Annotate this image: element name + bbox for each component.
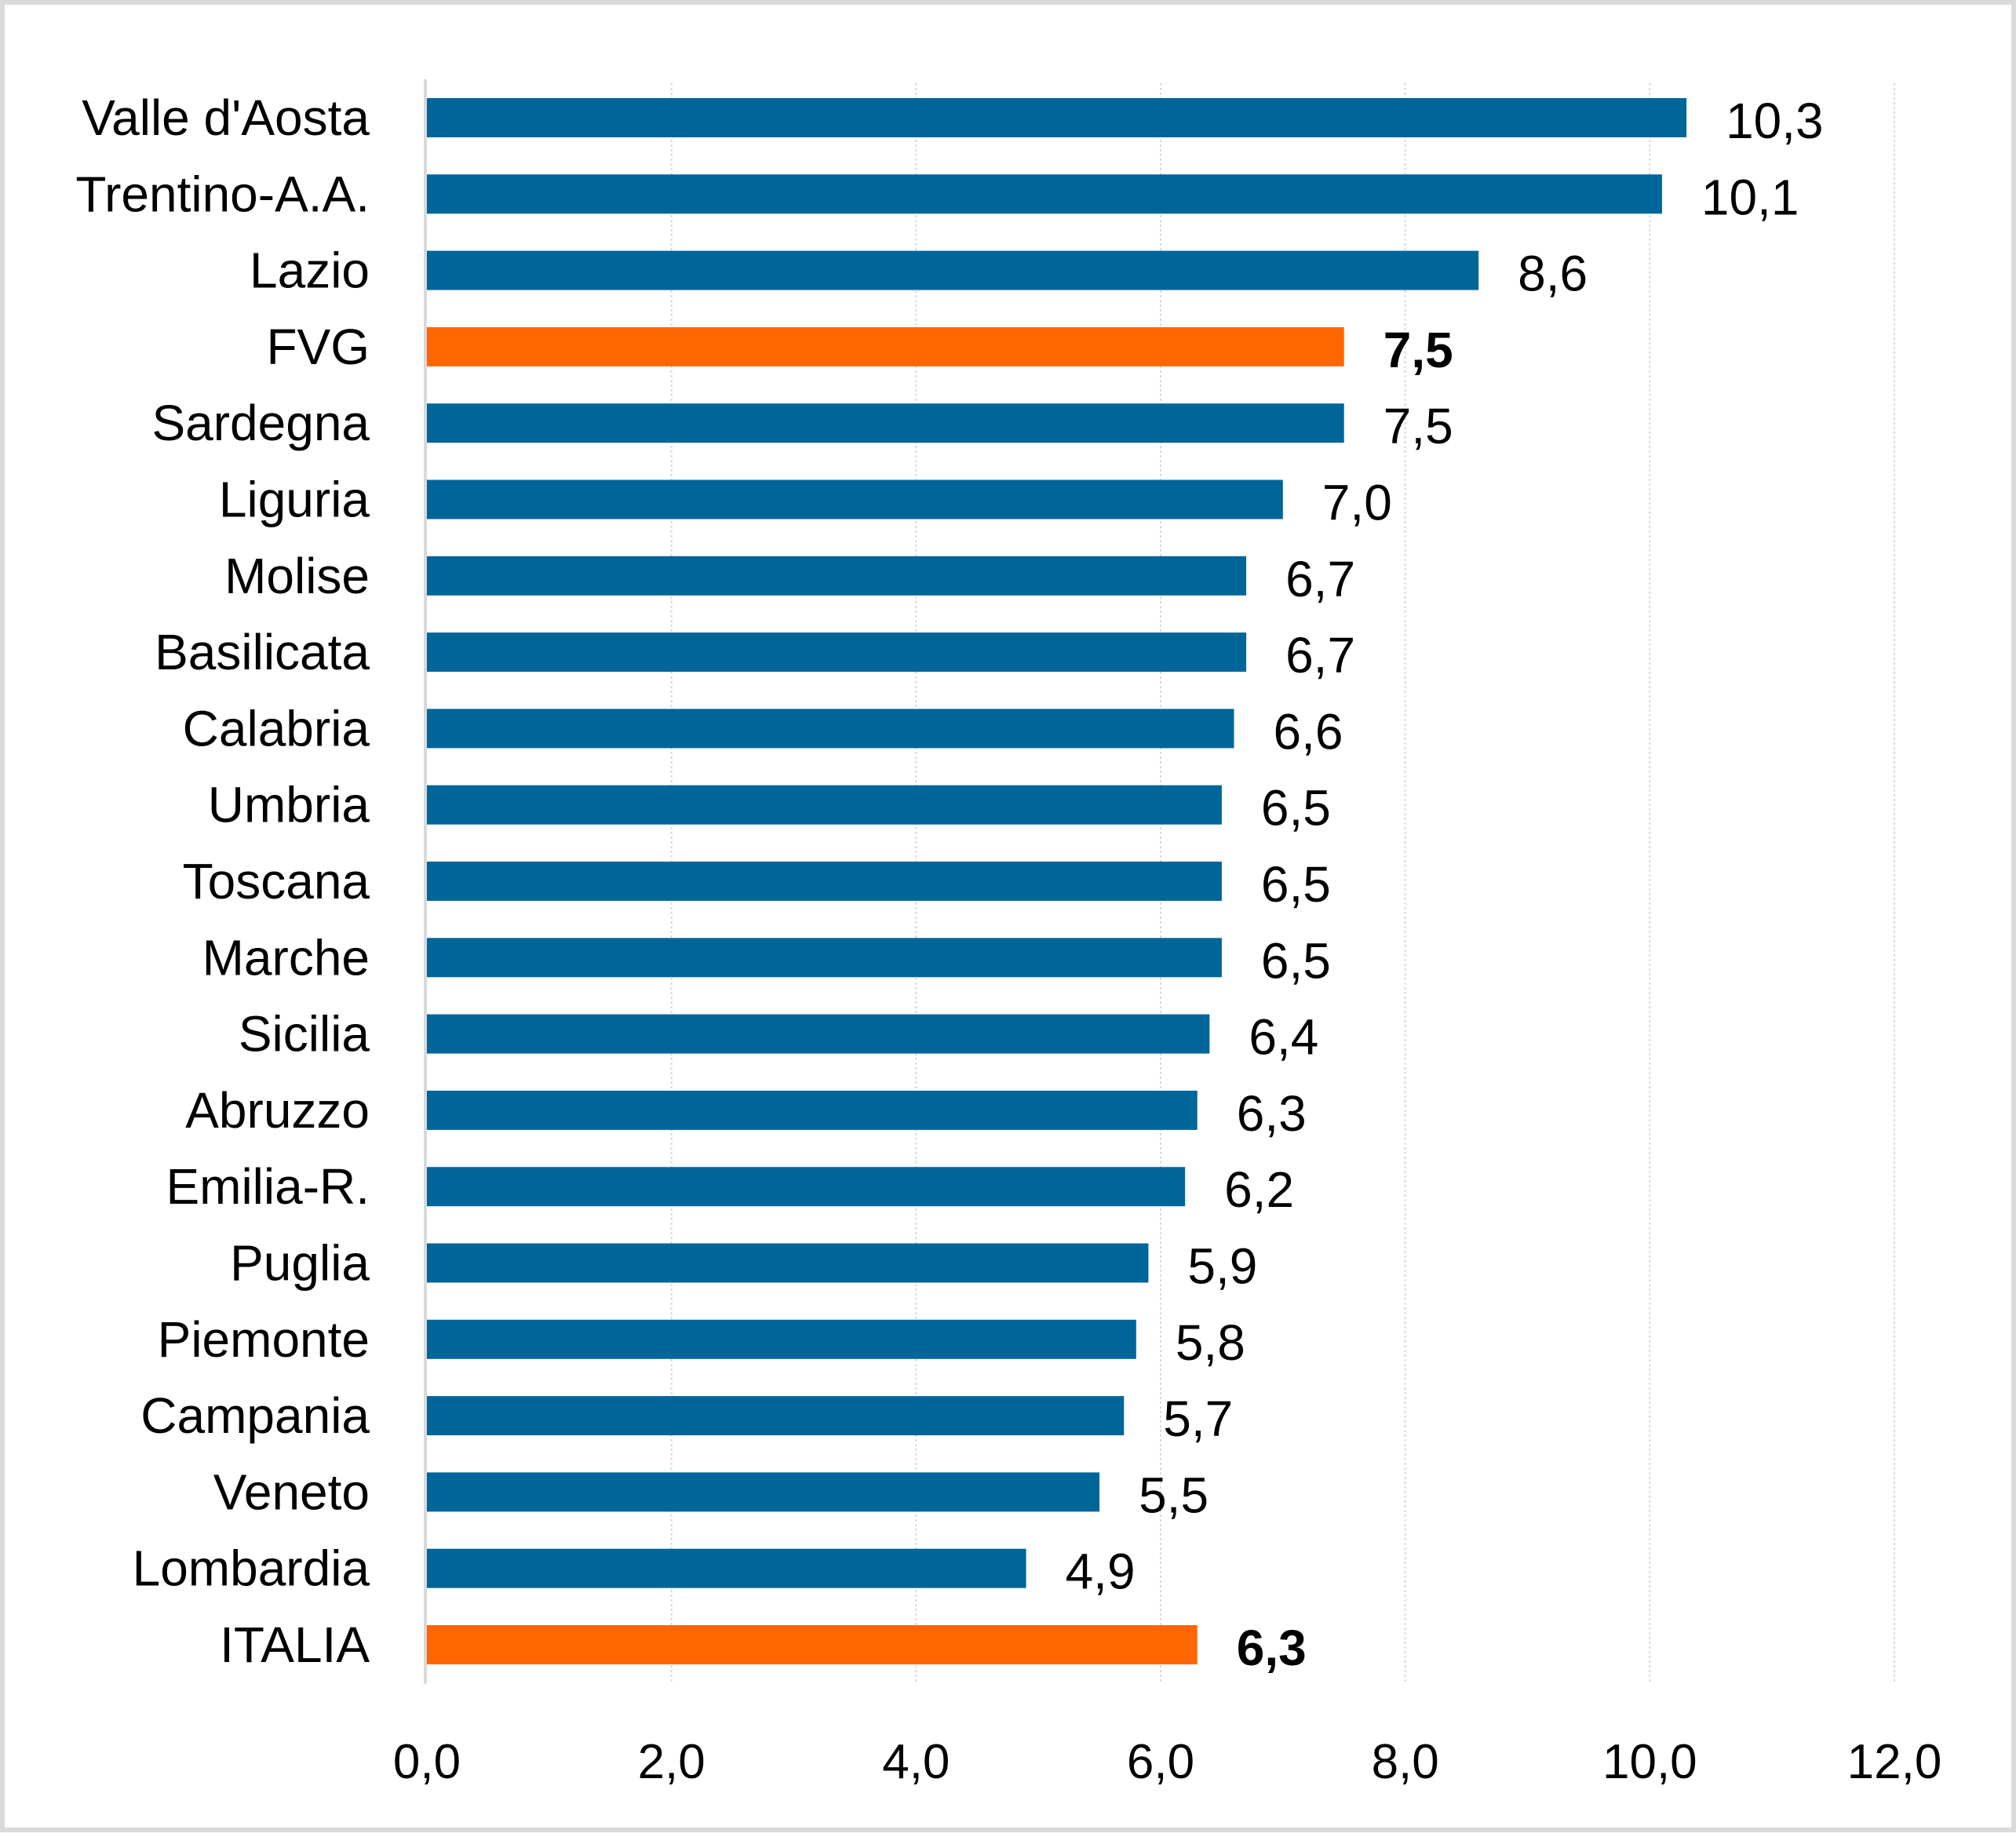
bar: [427, 1014, 1210, 1054]
category-label: Umbria: [208, 777, 370, 833]
category-label: Puglia: [230, 1235, 370, 1292]
bar: [427, 403, 1344, 443]
category-label: Toscana: [183, 853, 370, 909]
category-label: Molise: [224, 548, 370, 604]
bar: [427, 326, 1344, 366]
bars: [427, 98, 1687, 1664]
category-label: Emilia-R.: [166, 1158, 370, 1215]
x-tick-label: 0,0: [393, 1735, 461, 1789]
value-labels: 10,3 10,1 8,6 7,5 7,5 7,0 6,7 6,7 6,6 6,5 6,5 6,5 6,…: [1066, 93, 1824, 1676]
bar: [427, 938, 1222, 978]
bar: [427, 1090, 1198, 1130]
x-tick-label: 8,0: [1372, 1735, 1439, 1789]
bar: [427, 250, 1479, 290]
x-tick-labels: 0,0 2,0 4,0 6,0 8,0 10,0 12,0: [393, 1735, 1941, 1789]
value-label: 6,3: [1237, 1085, 1307, 1142]
category-labels: Valle d'Aosta Trentino-A.A. Lazio FVG Sardeg…: [75, 89, 370, 1673]
bar: [427, 556, 1247, 596]
value-label: 7,0: [1322, 475, 1392, 531]
category-label: Lazio: [250, 242, 370, 299]
value-label: 4,9: [1066, 1544, 1136, 1600]
bar: [427, 1625, 1198, 1664]
value-label: 8,6: [1518, 246, 1588, 302]
category-label: Abruzzo: [185, 1082, 370, 1139]
bar: [427, 1243, 1149, 1283]
bar: [427, 98, 1687, 137]
value-label: 5,9: [1187, 1238, 1257, 1295]
bar: [427, 1396, 1125, 1436]
value-label: 6,5: [1261, 932, 1331, 989]
x-tick-label: 12,0: [1847, 1735, 1942, 1789]
x-tick-label: 2,0: [638, 1735, 705, 1789]
value-label: 6,5: [1261, 856, 1331, 913]
category-label: Basilicata: [155, 624, 370, 680]
value-label: 10,3: [1726, 93, 1824, 149]
category-label: Trentino-A.A.: [75, 166, 370, 222]
category-label: ITALIA: [220, 1616, 370, 1673]
category-label: Valle d'Aosta: [82, 89, 370, 146]
value-label: 10,1: [1701, 169, 1799, 225]
x-tick-label: 10,0: [1602, 1735, 1697, 1789]
category-label: Sardegna: [151, 395, 370, 451]
category-label: Campania: [140, 1387, 370, 1444]
value-label: 7,5: [1383, 398, 1453, 454]
value-label: 6,7: [1285, 627, 1355, 683]
bar: [427, 479, 1283, 519]
category-label: Calabria: [183, 700, 370, 756]
bar: [427, 862, 1222, 901]
bar: [427, 709, 1234, 749]
value-label: 6,2: [1224, 1161, 1294, 1218]
value-label: 7,5: [1383, 322, 1453, 378]
bar-chart: Valle d'Aosta Trentino-A.A. Lazio FVG Sardeg…: [75, 79, 1941, 1789]
category-label: Piemonte: [158, 1311, 370, 1368]
value-label: 5,5: [1139, 1467, 1209, 1523]
value-label: 6,6: [1274, 703, 1343, 760]
value-label: 6,7: [1285, 551, 1355, 607]
x-tick-label: 6,0: [1127, 1735, 1194, 1789]
bar: [427, 1472, 1100, 1512]
bar: [427, 785, 1222, 825]
category-label: Marche: [202, 929, 370, 986]
bar: [427, 632, 1247, 672]
bar: [427, 174, 1662, 214]
x-tick-label: 4,0: [882, 1735, 950, 1789]
category-label: Liguria: [219, 472, 370, 528]
value-label: 5,7: [1163, 1391, 1233, 1447]
category-label: Sicilia: [239, 1006, 370, 1062]
value-label: 6,4: [1249, 1009, 1318, 1066]
value-label: 6,3: [1237, 1620, 1307, 1676]
value-label: 5,8: [1176, 1314, 1245, 1371]
bar: [427, 1167, 1186, 1207]
category-label: FVG: [266, 319, 370, 375]
category-label: Veneto: [213, 1463, 370, 1520]
bar: [427, 1548, 1026, 1588]
bar: [427, 1319, 1136, 1359]
category-label: Lombardia: [133, 1540, 370, 1597]
value-label: 6,5: [1261, 780, 1331, 836]
